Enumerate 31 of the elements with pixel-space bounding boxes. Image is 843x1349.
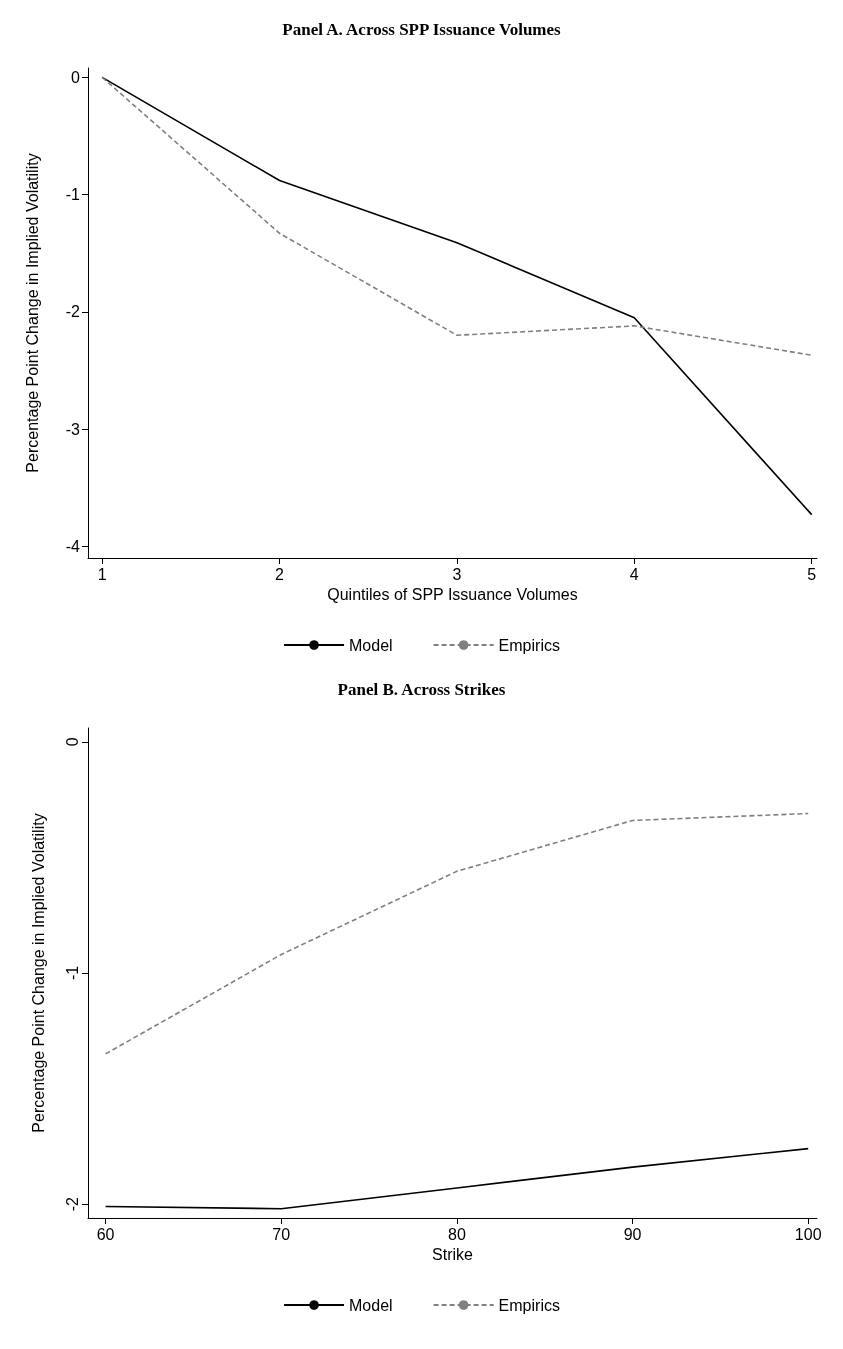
y-tick-label: -2 xyxy=(65,303,81,321)
y-tick-label: -3 xyxy=(65,420,81,438)
y-axis-title: Percentage Point Change in Implied Volatility xyxy=(23,153,41,473)
line-series xyxy=(104,1147,810,1210)
line-series xyxy=(101,76,813,356)
line-series xyxy=(104,812,810,1055)
x-tick-label: 80 xyxy=(447,1225,466,1243)
chart-title: Panel A. Across SPP Issuance Volumes xyxy=(282,20,562,39)
x-axis-title: Strike xyxy=(432,1246,474,1264)
x-tick-label: 70 xyxy=(272,1225,291,1243)
x-tick-label: 2 xyxy=(275,565,285,583)
y-tick-label: 0 xyxy=(63,737,81,747)
y-tick-label: -1 xyxy=(63,965,81,981)
legend-label: Empirics xyxy=(498,1296,560,1314)
y-tick-label: -1 xyxy=(65,186,81,204)
x-tick-label: 100 xyxy=(794,1225,822,1243)
chart-title: Panel B. Across Strikes xyxy=(337,680,506,699)
x-tick-label: 90 xyxy=(623,1225,642,1243)
y-tick-label: 0 xyxy=(71,68,81,86)
y-tick-label: -2 xyxy=(63,1196,81,1212)
legend-label: Model xyxy=(349,636,393,654)
x-tick-label: 4 xyxy=(629,565,639,583)
y-axis-title: Percentage Point Change in Implied Volatility xyxy=(29,813,47,1133)
legend-label: Model xyxy=(349,1296,393,1314)
legend-label: Empirics xyxy=(498,636,560,654)
x-tick-label: 5 xyxy=(807,565,817,583)
x-tick-label: 3 xyxy=(452,565,462,583)
x-axis-title: Quintiles of SPP Issuance Volumes xyxy=(327,586,578,604)
y-tick-label: -4 xyxy=(65,537,81,555)
x-tick-label: 1 xyxy=(97,565,107,583)
x-tick-label: 60 xyxy=(96,1225,115,1243)
